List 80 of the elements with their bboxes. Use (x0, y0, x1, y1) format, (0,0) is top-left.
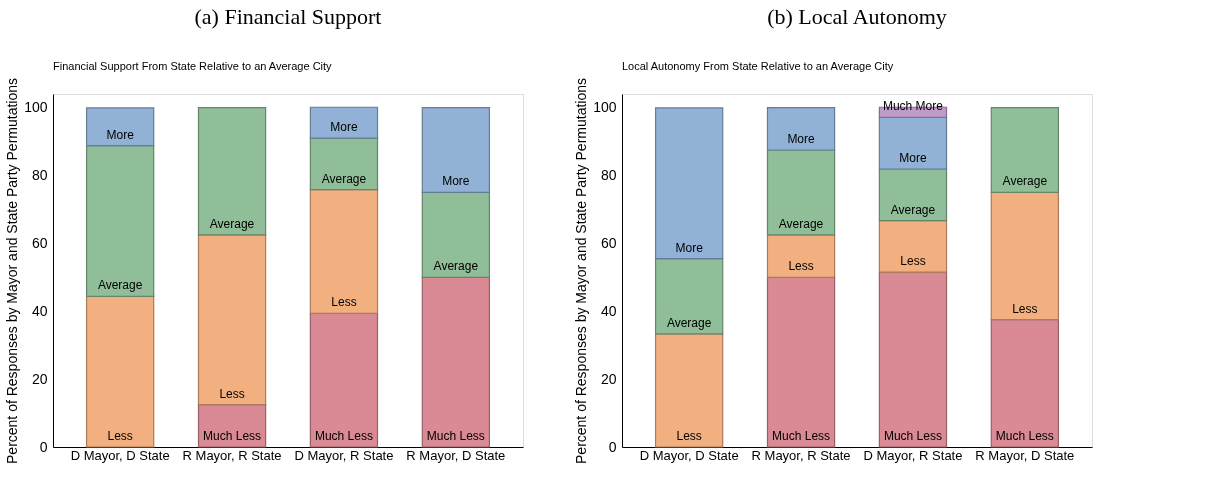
text: Average (433, 259, 479, 274)
y-tick-label: 100 (24, 99, 48, 116)
bar (654, 333, 724, 448)
bar (309, 137, 379, 191)
chart-subtitle: Financial Support From State Relative to an Average City (53, 60, 333, 72)
series-label: Much More (882, 99, 944, 114)
series-label: Much Less (203, 429, 262, 443)
bar (421, 106, 491, 194)
bar (197, 234, 267, 406)
bar (85, 295, 155, 448)
bar (766, 149, 836, 236)
text: More (442, 174, 470, 189)
y-tick-label: 40 (600, 302, 617, 319)
x-tick-label: D Mayor, R State (863, 447, 963, 463)
chart-title: (b) Local Autonomy (767, 4, 947, 29)
text: More (330, 120, 358, 135)
series-label: Much Less (772, 429, 831, 443)
text: Average (890, 202, 936, 217)
bar (421, 191, 491, 278)
x-tick-label: R Mayor, R State (751, 447, 851, 463)
bar (309, 312, 379, 448)
x-tick-label: R Mayor, D State (975, 447, 1075, 463)
y-tick-label: 0 (608, 438, 617, 455)
y-axis-title: Percent of Responses by Mayor and State Party Permutations (573, 78, 590, 464)
bar (654, 107, 724, 260)
y-tick-label: 0 (39, 438, 48, 455)
text: More (787, 132, 815, 146)
x-tick-label: D Mayor, D State (70, 447, 170, 463)
text: Average (321, 171, 367, 186)
y-tick-label: 80 (600, 166, 617, 183)
text: Less (219, 386, 245, 401)
text: Much Less (426, 429, 485, 443)
chart-title: (a) Financial Support (194, 4, 382, 29)
bar (309, 106, 379, 139)
y-axis-title: Percent of Responses by Mayor and State Party Permutations (4, 78, 21, 464)
bar (878, 168, 948, 222)
x-tick-label: R Mayor, D State (406, 447, 506, 463)
y-tick-label: 60 (31, 234, 48, 251)
y-tick-label: 20 (31, 370, 48, 387)
bar (85, 107, 155, 147)
text: Much Less (883, 429, 942, 443)
series-label: Less (676, 429, 702, 443)
text: More (899, 151, 927, 166)
bar (990, 319, 1060, 448)
bar (85, 144, 155, 297)
bar (878, 220, 948, 273)
bar (990, 106, 1060, 194)
x-tick-label: D Mayor, R State (294, 447, 394, 463)
text: Much Less (314, 429, 373, 443)
bar (990, 191, 1060, 321)
y-tick-label: 40 (31, 302, 48, 319)
chart-subtitle: Local Autonomy From State Relative to an Average City (622, 60, 894, 72)
y-tick-label: 100 (593, 99, 617, 116)
bar (654, 258, 724, 335)
text: Average (209, 216, 255, 231)
y-tick-label: 20 (600, 370, 617, 387)
text: Less (331, 295, 357, 310)
series-label: Average (97, 278, 143, 293)
bar (766, 276, 836, 448)
text: Much Less (995, 429, 1054, 443)
series-label: Less (107, 429, 133, 443)
series-label: More (675, 240, 704, 255)
x-tick-label: R Mayor, R State (182, 447, 282, 463)
bar (766, 234, 836, 278)
bar (878, 271, 948, 448)
y-tick-label: 80 (31, 166, 48, 183)
bar (309, 189, 379, 314)
text: Less (900, 254, 926, 269)
series-label: Average (666, 315, 712, 330)
text: Average (1002, 174, 1048, 189)
text: Average (778, 216, 824, 231)
bar (766, 106, 836, 151)
text: Less (1012, 301, 1038, 316)
text: Less (788, 259, 814, 274)
y-tick-label: 60 (600, 234, 617, 251)
bar (197, 106, 267, 236)
bar (878, 116, 948, 170)
x-tick-label: D Mayor, D State (639, 447, 739, 463)
series-label: More (106, 127, 135, 142)
bar (421, 276, 491, 448)
